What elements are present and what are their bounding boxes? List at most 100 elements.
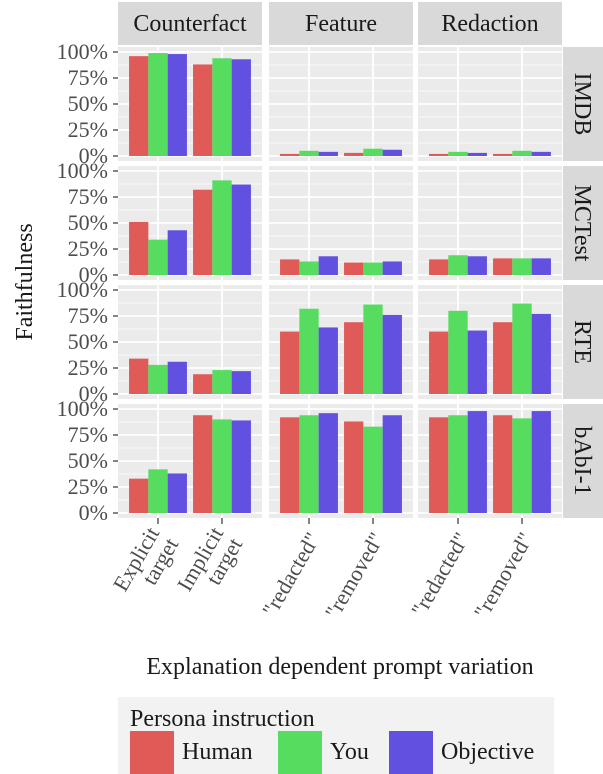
y-tick-label: 75% xyxy=(68,422,108,447)
y-tick-label: 50% xyxy=(68,210,108,235)
strip-label-feature: Feature xyxy=(305,11,377,37)
bar-rte-redaction-0-objective xyxy=(467,330,487,394)
y-tick-label: 100% xyxy=(57,396,108,421)
legend-label-objective: Objective xyxy=(441,739,534,765)
legend-keys: Human You Objective xyxy=(130,731,534,774)
x-tick-label-counterfact-0: Explicittarget xyxy=(108,523,184,607)
y-tick-label: 50% xyxy=(68,329,108,354)
panels-layer xyxy=(118,47,562,518)
bar-babi-1-redaction-1-objective xyxy=(531,411,551,513)
strip-label-mctest: MCTest xyxy=(569,185,595,262)
bar-imdb-feature-1-human xyxy=(344,152,364,156)
bar-babi-1-counterfact-0-you xyxy=(148,469,168,513)
bar-rte-feature-1-you xyxy=(363,304,383,394)
panel-rte-feature xyxy=(269,285,413,399)
bar-mctest-counterfact-0-objective xyxy=(167,230,187,275)
bar-mctest-redaction-0-objective xyxy=(467,256,487,275)
bar-mctest-counterfact-0-human xyxy=(129,221,149,275)
x-tick-label-feature-0: "redacted" xyxy=(257,528,325,621)
y-tick-label: 0% xyxy=(79,381,108,406)
panel-mctest-counterfact xyxy=(118,166,262,280)
bar-rte-feature-1-objective xyxy=(382,314,402,394)
legend-key-human xyxy=(130,731,174,774)
y-tick-label: 50% xyxy=(68,448,108,473)
bar-rte-counterfact-1-you xyxy=(212,370,232,394)
strip-counterfact xyxy=(118,2,262,45)
legend: Persona instruction Human You Objective xyxy=(118,697,554,774)
bar-rte-feature-0-objective xyxy=(318,327,338,394)
bar-mctest-counterfact-1-you xyxy=(212,180,232,275)
bar-imdb-counterfact-0-you xyxy=(148,53,168,156)
facet-strips: Counterfact Feature Redaction IMDB MCTest RTE… xyxy=(118,2,603,518)
y-axis-title: Faithfulness xyxy=(12,223,38,340)
bar-rte-feature-0-human xyxy=(280,331,300,394)
strip-rte xyxy=(563,285,603,399)
bar-imdb-counterfact-1-human xyxy=(193,64,213,156)
y-tick-label: 0% xyxy=(79,500,108,525)
legend-label-you: You xyxy=(330,739,369,765)
bar-mctest-feature-1-you xyxy=(363,262,383,275)
panel-imdb-feature xyxy=(269,47,413,161)
bar-rte-redaction-1-objective xyxy=(531,313,551,394)
bar-mctest-feature-0-objective xyxy=(318,256,338,275)
y-tick-label: 100% xyxy=(57,158,108,183)
panel-babi-1-redaction xyxy=(418,404,562,518)
bar-imdb-redaction-0-objective xyxy=(467,152,487,156)
y-tick-label: 75% xyxy=(68,65,108,90)
panel-rte-counterfact xyxy=(118,285,262,399)
legend-key-objective xyxy=(389,731,433,774)
y-tick-label: 25% xyxy=(68,236,108,261)
bar-imdb-redaction-1-human xyxy=(493,153,513,156)
bar-babi-1-counterfact-1-objective xyxy=(231,420,251,513)
strip-babi-1 xyxy=(563,404,603,518)
bar-mctest-redaction-0-human xyxy=(429,259,449,275)
strip-mctest xyxy=(563,166,603,280)
bar-mctest-feature-1-objective xyxy=(382,261,402,275)
strip-redaction xyxy=(418,2,562,45)
bar-mctest-redaction-0-you xyxy=(448,255,468,275)
bar-babi-1-redaction-0-human xyxy=(429,417,449,513)
bar-imdb-feature-0-objective xyxy=(318,151,338,156)
bar-imdb-redaction-1-you xyxy=(512,150,532,156)
bar-rte-redaction-1-you xyxy=(512,303,532,394)
strip-feature xyxy=(269,2,413,45)
strip-label-imdb: IMDB xyxy=(569,73,595,136)
strip-label-redaction: Redaction xyxy=(441,11,538,37)
bar-babi-1-feature-0-objective xyxy=(318,413,338,513)
bar-babi-1-counterfact-0-human xyxy=(129,478,149,513)
bar-imdb-redaction-0-human xyxy=(429,153,449,156)
bar-rte-feature-1-human xyxy=(344,322,364,394)
bar-rte-counterfact-0-human xyxy=(129,358,149,394)
bar-imdb-redaction-1-objective xyxy=(531,151,551,156)
bar-babi-1-counterfact-0-objective xyxy=(167,473,187,513)
bar-mctest-feature-1-human xyxy=(344,262,364,275)
strip-label-rte: RTE xyxy=(569,320,595,364)
x-axis-title: Explanation dependent prompt variation xyxy=(146,654,533,680)
panel-babi-1-counterfact xyxy=(118,404,262,518)
bar-babi-1-redaction-1-you xyxy=(512,418,532,513)
bar-rte-feature-0-you xyxy=(299,308,319,394)
y-tick-label: 25% xyxy=(68,355,108,380)
legend-background xyxy=(118,697,554,774)
bar-mctest-counterfact-1-objective xyxy=(231,184,251,275)
bar-babi-1-redaction-0-objective xyxy=(467,411,487,513)
y-tick-label: 100% xyxy=(57,277,108,302)
y-tick-label: 25% xyxy=(68,117,108,142)
legend-label-human: Human xyxy=(182,739,253,765)
y-tick-label: 0% xyxy=(79,143,108,168)
bar-imdb-feature-0-human xyxy=(280,153,300,156)
bar-babi-1-redaction-0-you xyxy=(448,415,468,513)
bar-imdb-feature-0-you xyxy=(299,150,319,156)
x-tick-label-feature-1: "removed" xyxy=(320,528,389,623)
bar-imdb-feature-1-you xyxy=(363,148,383,156)
bar-rte-counterfact-1-human xyxy=(193,374,213,394)
strip-label-babi-1: bAbI-1 xyxy=(569,426,595,495)
bar-mctest-feature-0-you xyxy=(299,261,319,275)
bar-imdb-counterfact-1-objective xyxy=(231,59,251,156)
bar-babi-1-counterfact-1-human xyxy=(193,415,213,513)
x-tick-label-counterfact-1: Implicittarget xyxy=(172,523,248,607)
bar-mctest-feature-0-human xyxy=(280,259,300,275)
bar-babi-1-feature-0-human xyxy=(280,417,300,513)
panel-babi-1-feature xyxy=(269,404,413,518)
